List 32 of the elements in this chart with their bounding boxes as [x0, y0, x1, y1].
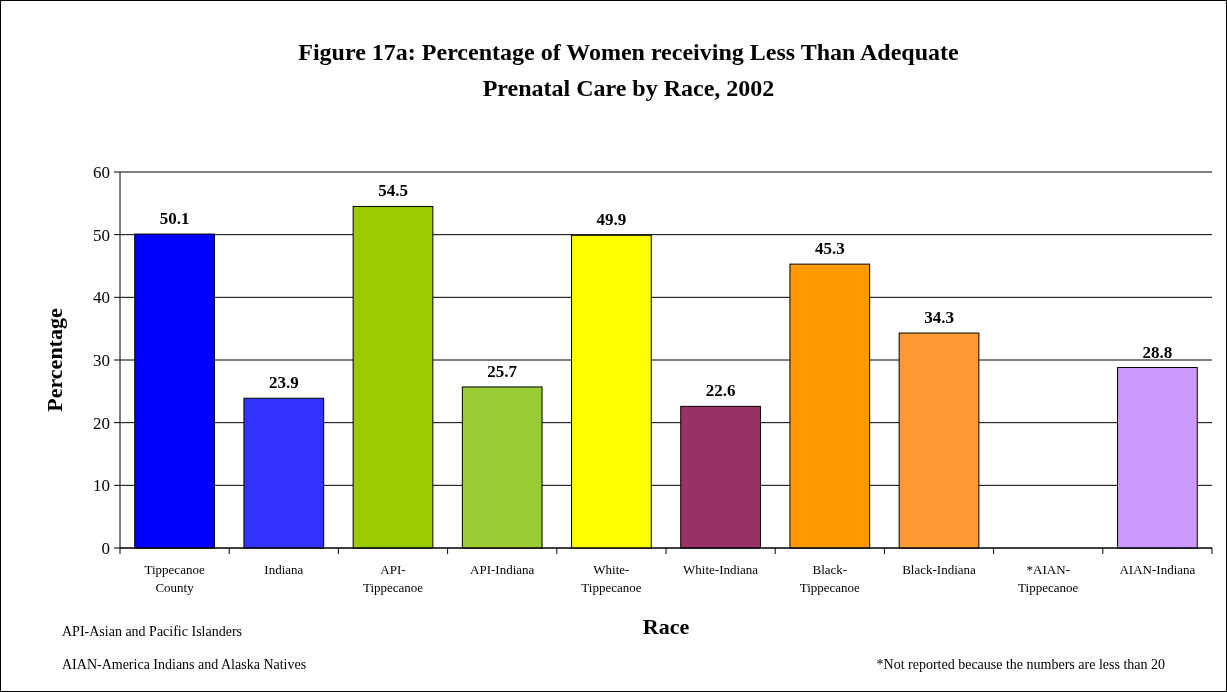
x-tick-label: AIAN-Indiana — [1119, 562, 1196, 577]
y-tick-label: 20 — [93, 413, 110, 433]
y-tick-label: 0 — [101, 539, 110, 558]
data-label: 49.9 — [596, 210, 627, 230]
data-label: 34.3 — [924, 308, 954, 328]
text: *Not reported because the numbers are less than 20 — [876, 657, 1165, 672]
data-label: 25.7 — [487, 361, 518, 381]
data-label: 54.5 — [378, 181, 408, 201]
y-tick-label: 40 — [93, 288, 110, 308]
data-label: 45.3 — [814, 239, 845, 259]
y-tick-label: 60 — [93, 163, 110, 182]
y-tick-label: 50 — [93, 225, 110, 245]
x-tick-label: *AIAN-Tippecanoe — [1018, 562, 1079, 595]
x-tick-label: API-Indiana — [470, 562, 535, 577]
y-tick-label: 10 — [93, 476, 110, 496]
x-tick-label: White-Tippecanoe — [581, 562, 642, 595]
x-tick-label: Tippecanoe County — [144, 562, 205, 595]
data-label: 22.6 — [705, 381, 736, 401]
x-tick-label: Black-Indiana — [902, 562, 977, 577]
x-tick-label: White-Indiana — [683, 562, 759, 577]
text: API-Asian and Pacific Islanders — [62, 624, 243, 639]
y-axis-title: Percentage — [42, 308, 67, 412]
x-tick-label: Black-Tippecanoe — [799, 562, 861, 595]
data-label: 28.8 — [1142, 342, 1173, 362]
chart-title: Figure 17a: Percentage of Women receiving Less Than Adequate Prenatal Care by Race, 2002 — [298, 39, 960, 101]
x-tick-label: Indiana — [264, 562, 304, 577]
x-tick-label: API-Tippecanoe — [362, 562, 424, 595]
text: AIAN-America Indians and Alaska Natives — [62, 657, 307, 672]
data-label: 50.1 — [159, 209, 190, 229]
y-tick-label: 30 — [93, 351, 110, 370]
x-axis-title: Race — [642, 614, 690, 639]
data-label: 23.9 — [268, 373, 299, 393]
